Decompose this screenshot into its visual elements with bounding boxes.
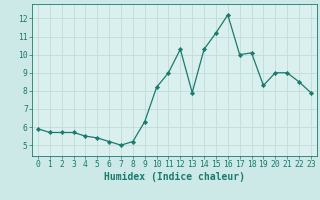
X-axis label: Humidex (Indice chaleur): Humidex (Indice chaleur): [104, 172, 245, 182]
